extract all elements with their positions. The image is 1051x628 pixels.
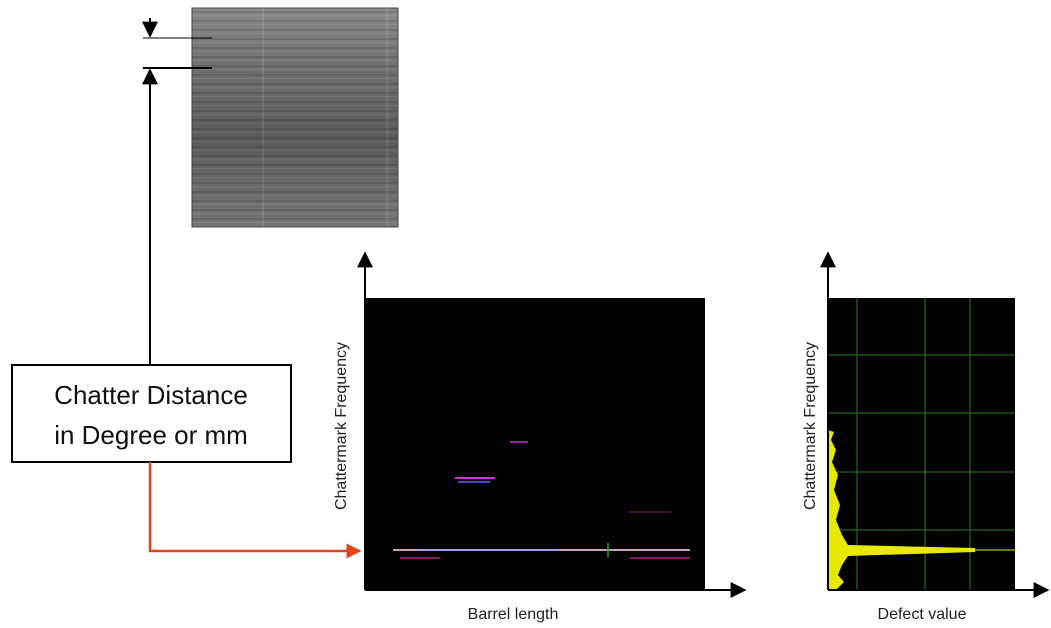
y-axis-label: Chattermark Frequency [333, 342, 350, 510]
y-axis-label: Chattermark Frequency [802, 342, 819, 510]
distance-marker [142, 18, 212, 365]
surface-image [191, 7, 399, 228]
x-axis-label: Barrel length [468, 606, 559, 623]
right-plot: Chattermark Frequency Defect value [802, 251, 1050, 623]
callout-line: Chatter Distance [54, 380, 248, 410]
x-axis-label: Defect value [878, 606, 967, 623]
callout: Chatter Distance in Degree or mm [11, 364, 292, 463]
pointer-arrow [148, 462, 362, 559]
callout-line: in Degree or mm [54, 420, 248, 450]
left-plot: Chattermark Frequency Barrel length [333, 251, 747, 623]
